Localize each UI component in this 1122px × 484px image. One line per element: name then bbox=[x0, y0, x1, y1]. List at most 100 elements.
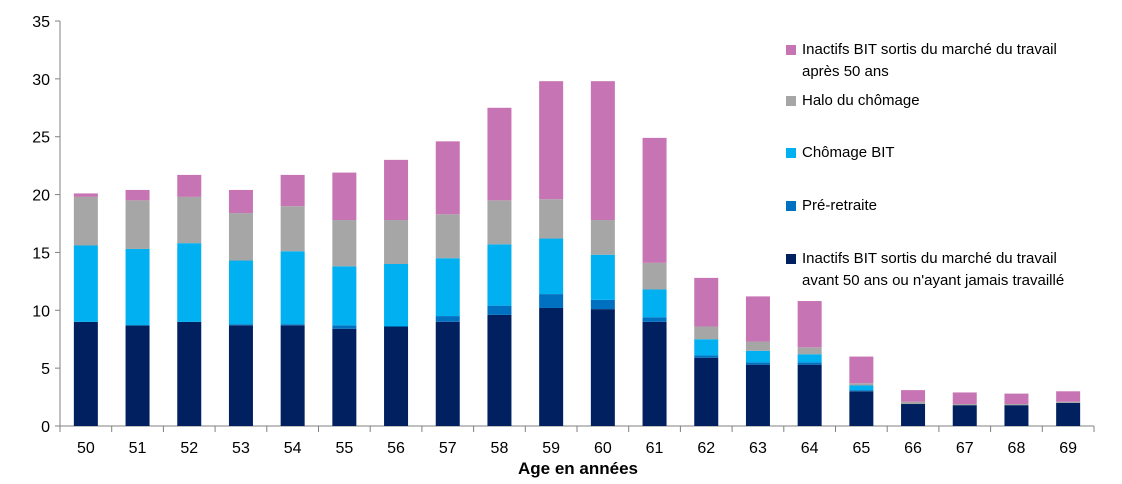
bar-stack-60 bbox=[590, 81, 615, 426]
bar-segment-s0-51 bbox=[125, 325, 150, 426]
bar-segment-s0-52 bbox=[177, 321, 202, 426]
bar-stack-65 bbox=[849, 356, 874, 426]
bar-segment-s4-68 bbox=[1004, 393, 1029, 405]
bar-segment-s4-64 bbox=[797, 301, 822, 348]
bar-segment-s4-57 bbox=[435, 141, 460, 215]
y-tick-label: 0 bbox=[41, 419, 50, 436]
bar-segment-s3-53 bbox=[228, 213, 253, 261]
bar-segment-s2-54 bbox=[280, 251, 305, 325]
bar-segment-s3-52 bbox=[177, 196, 202, 244]
x-tick-label: 51 bbox=[129, 440, 147, 457]
legend-swatch bbox=[786, 201, 796, 211]
bar-segment-s3-60 bbox=[590, 220, 615, 255]
bar-segment-s4-62 bbox=[694, 277, 719, 327]
bar-stack-61 bbox=[642, 137, 667, 426]
bar-segment-s1-62 bbox=[694, 355, 719, 358]
bar-segment-s0-68 bbox=[1004, 405, 1029, 426]
bar-segment-s4-61 bbox=[642, 137, 667, 263]
bar-segment-s1-54 bbox=[280, 324, 305, 326]
bar-stack-66 bbox=[901, 390, 926, 426]
bar-segment-s2-52 bbox=[177, 243, 202, 322]
bar-segment-s2-61 bbox=[642, 289, 667, 318]
bar-segment-s4-58 bbox=[487, 107, 512, 201]
y-tick-label: 10 bbox=[32, 303, 50, 320]
x-tick-label: 67 bbox=[956, 440, 974, 457]
bar-segment-s3-54 bbox=[280, 206, 305, 252]
bar-segment-s3-62 bbox=[694, 326, 719, 340]
legend-item-0: Inactifs BIT sortis du marché du travail… bbox=[786, 41, 1057, 80]
x-tick-label: 60 bbox=[594, 440, 612, 457]
bar-segment-s3-69 bbox=[1056, 401, 1081, 403]
x-tick-label: 65 bbox=[852, 440, 870, 457]
bar-segment-s1-59 bbox=[539, 294, 564, 308]
bar-segment-s0-54 bbox=[280, 325, 305, 426]
bar-segment-s3-50 bbox=[73, 196, 98, 246]
x-tick-label: 53 bbox=[232, 440, 250, 457]
x-tick-label: 52 bbox=[180, 440, 198, 457]
x-tick-label: 66 bbox=[904, 440, 922, 457]
x-tick-label: 69 bbox=[1059, 440, 1077, 457]
bar-stack-67 bbox=[952, 392, 977, 426]
bar-segment-s3-56 bbox=[384, 220, 409, 264]
bar-stack-59 bbox=[539, 81, 564, 426]
x-axis-title: Age en années bbox=[518, 459, 638, 478]
x-tick-label: 58 bbox=[491, 440, 509, 457]
bar-segment-s4-54 bbox=[280, 174, 305, 207]
bar-segment-s2-59 bbox=[539, 238, 564, 295]
bar-segment-s2-64 bbox=[797, 354, 822, 363]
bar-segment-s4-66 bbox=[901, 390, 926, 402]
bar-segment-s2-53 bbox=[228, 260, 253, 325]
y-tick-label: 5 bbox=[41, 361, 50, 378]
legend-item-4: Inactifs BIT sortis du marché du travail… bbox=[786, 250, 1064, 289]
bar-segment-s2-60 bbox=[590, 254, 615, 300]
bar-stack-64 bbox=[797, 301, 822, 426]
bar-segment-s0-58 bbox=[487, 314, 512, 426]
bar-stack-63 bbox=[745, 296, 770, 426]
x-tick-label: 50 bbox=[77, 440, 95, 457]
bar-segment-s0-60 bbox=[590, 309, 615, 426]
bar-segment-s3-63 bbox=[745, 341, 770, 351]
bar-segment-s4-55 bbox=[332, 172, 357, 221]
legend-label: Chômage BIT bbox=[802, 144, 895, 161]
bar-segment-s2-63 bbox=[745, 350, 770, 363]
bar-segment-s3-65 bbox=[849, 383, 874, 386]
legend-label: avant 50 ans ou n'ayant jamais travaillé bbox=[802, 272, 1064, 289]
legend-label: Inactifs BIT sortis du marché du travail bbox=[802, 41, 1057, 58]
bar-segment-s0-50 bbox=[73, 321, 98, 426]
bar-segment-s0-61 bbox=[642, 321, 667, 426]
x-tick-label: 59 bbox=[542, 440, 560, 457]
bar-segment-s1-60 bbox=[590, 299, 615, 310]
bar-stack-52 bbox=[177, 174, 202, 426]
bar-segment-s3-68 bbox=[1004, 404, 1029, 406]
y-tick-label: 20 bbox=[32, 188, 50, 205]
bar-segment-s3-55 bbox=[332, 220, 357, 267]
bar-segment-s3-67 bbox=[952, 404, 977, 406]
bar-segment-s4-60 bbox=[590, 81, 615, 221]
bar-segment-s3-57 bbox=[435, 214, 460, 259]
bar-segment-s0-69 bbox=[1056, 402, 1081, 426]
bar-segment-s0-63 bbox=[745, 364, 770, 426]
legend-label: Pré-retraite bbox=[802, 197, 877, 214]
bar-segment-s0-59 bbox=[539, 307, 564, 426]
bar-segment-s2-62 bbox=[694, 339, 719, 356]
bar-segment-s1-65 bbox=[849, 390, 874, 392]
bar-segment-s4-69 bbox=[1056, 391, 1081, 402]
bar-stack-51 bbox=[125, 189, 150, 426]
bar-segment-s2-58 bbox=[487, 244, 512, 306]
legend-swatch bbox=[786, 45, 796, 55]
bar-segment-s1-64 bbox=[797, 362, 822, 365]
bar-segment-s1-53 bbox=[228, 324, 253, 326]
bar-segment-s0-64 bbox=[797, 364, 822, 426]
y-axis: 0 5 10 15 20 25 30 35 bbox=[32, 14, 61, 436]
bar-segment-s2-51 bbox=[125, 248, 150, 326]
bar-segment-s3-58 bbox=[487, 200, 512, 245]
bar-segment-s1-57 bbox=[435, 316, 460, 322]
bar-segment-s4-50 bbox=[73, 193, 98, 197]
x-tick-label: 56 bbox=[387, 440, 405, 457]
bar-segment-s2-50 bbox=[73, 245, 98, 322]
bar-segment-s2-65 bbox=[849, 385, 874, 391]
x-tick-label: 64 bbox=[801, 440, 819, 457]
y-tick-label: 15 bbox=[32, 245, 50, 262]
x-tick-label: 63 bbox=[749, 440, 767, 457]
